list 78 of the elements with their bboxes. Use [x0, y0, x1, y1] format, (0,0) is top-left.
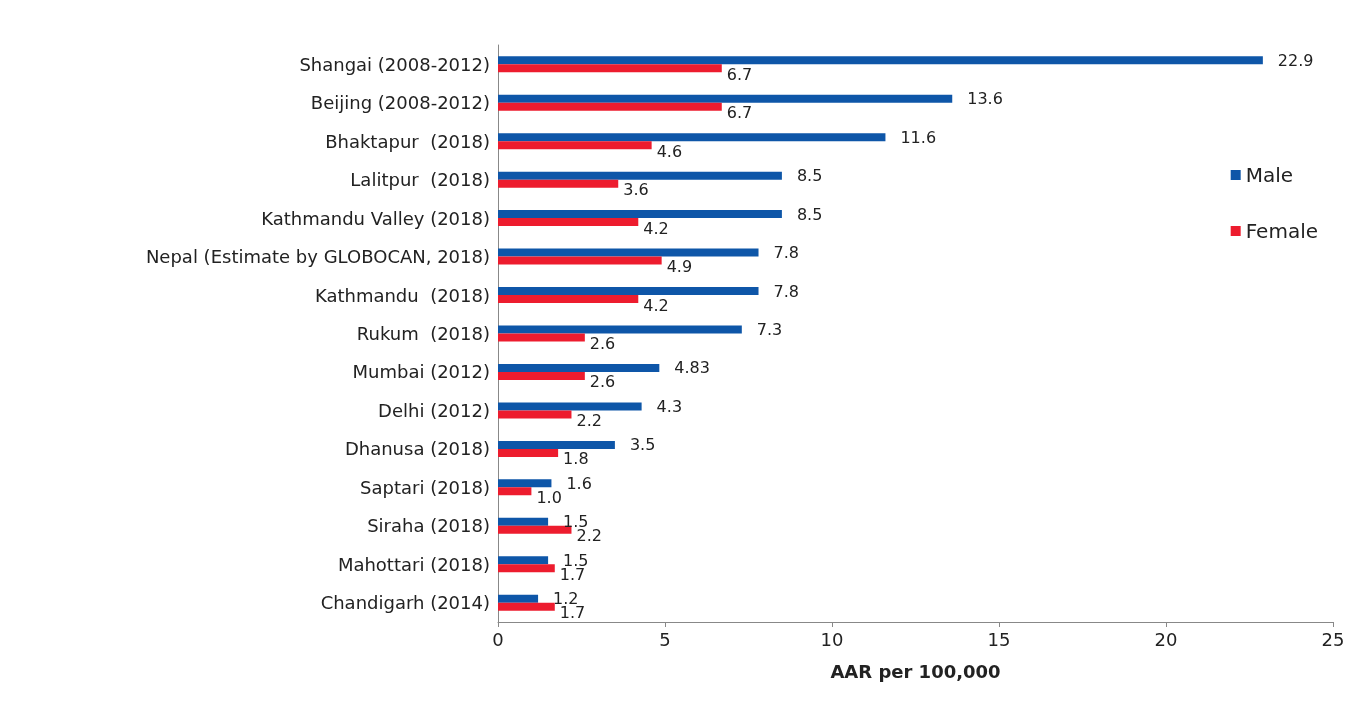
bar [498, 564, 555, 573]
y-tick-label: Nepal (Estimate by GLOBOCAN, 2018) [145, 246, 490, 268]
y-tick-label: Siraha (2018) [367, 515, 490, 537]
data-label: 1.0 [536, 487, 562, 507]
y-tick-label: Lalitpur (2018) [350, 169, 490, 191]
data-label: 4.3 [656, 396, 683, 416]
data-label: 7.3 [756, 320, 783, 339]
bar [498, 479, 552, 488]
bar [498, 287, 759, 296]
data-label: 3.5 [629, 435, 656, 455]
bar [498, 325, 742, 334]
bar [498, 256, 662, 265]
data-label: 13.6 [967, 89, 1003, 109]
data-label: 3.6 [623, 180, 649, 200]
y-tick-label: Kathmandu (2018) [314, 284, 490, 306]
x-tick-label: 0 [492, 628, 504, 650]
data-label: 6.7 [726, 103, 753, 123]
bar [498, 333, 585, 342]
data-label: 22.9 [1277, 50, 1314, 70]
x-tick-label: 15 [987, 628, 1011, 650]
bar [498, 295, 639, 304]
x-axis-title: AAR per 100,000 [830, 660, 1001, 682]
data-label: 11.6 [900, 127, 937, 147]
data-label: 2.6 [589, 334, 616, 353]
bar [498, 448, 559, 457]
x-tick-label: 5 [659, 628, 671, 650]
bar [498, 487, 532, 496]
y-tick-label: Shangai (2008-2012) [299, 53, 490, 75]
bar [498, 248, 759, 257]
data-label: 2.2 [576, 410, 602, 430]
bar [498, 410, 572, 419]
data-label: 4.6 [656, 141, 683, 161]
data-label: 8.5 [796, 204, 823, 224]
bar [498, 210, 782, 219]
bar [498, 402, 642, 411]
bar [498, 363, 660, 372]
data-label: 7.8 [773, 281, 799, 301]
bar [498, 602, 555, 611]
bar [498, 440, 615, 449]
y-tick-label: Rukum (2018) [356, 323, 490, 344]
y-tick-label: Beijing (2008-2012) [310, 92, 490, 114]
data-label: 1.8 [563, 449, 589, 469]
bar [498, 56, 1263, 65]
data-label: 7.8 [773, 243, 799, 263]
legend-label: Male [1245, 163, 1294, 187]
data-label: 4.2 [643, 295, 669, 315]
y-tick-label: Dhanusa (2018) [344, 438, 490, 460]
y-tick-label: Mahottari (2018) [337, 553, 490, 575]
bar [498, 64, 722, 73]
bar [498, 556, 549, 565]
bar [498, 102, 722, 111]
x-tick-label: 20 [1154, 628, 1178, 650]
data-label: 4.9 [666, 257, 693, 277]
data-label: 8.5 [796, 166, 823, 186]
x-tick-label: 25 [1321, 628, 1345, 650]
legend-label: Female [1245, 219, 1319, 243]
y-tick-label: Kathmandu Valley (2018) [261, 207, 490, 229]
bar [498, 594, 539, 603]
y-tick-label: Delhi (2012) [378, 399, 490, 421]
bar [498, 525, 572, 534]
data-label: 4.83 [674, 358, 710, 378]
data-label: 6.7 [726, 64, 753, 84]
data-label: 4.2 [643, 218, 669, 238]
y-tick-label: Mumbai (2012) [352, 361, 490, 383]
bar [498, 371, 585, 380]
bar [498, 133, 886, 142]
x-tick-label: 10 [820, 628, 844, 650]
data-label: 1.6 [566, 473, 592, 493]
bar [498, 179, 619, 188]
y-tick-label: Saptari (2018) [360, 476, 490, 498]
bar [498, 218, 639, 227]
data-label: 2.6 [589, 372, 616, 392]
bar [498, 141, 652, 150]
y-tick-label: Bhaktapur (2018) [325, 130, 490, 152]
bar [498, 94, 953, 103]
bar [498, 171, 782, 180]
bar [498, 517, 549, 526]
y-tick-label: Chandigarh (2014) [320, 592, 490, 614]
